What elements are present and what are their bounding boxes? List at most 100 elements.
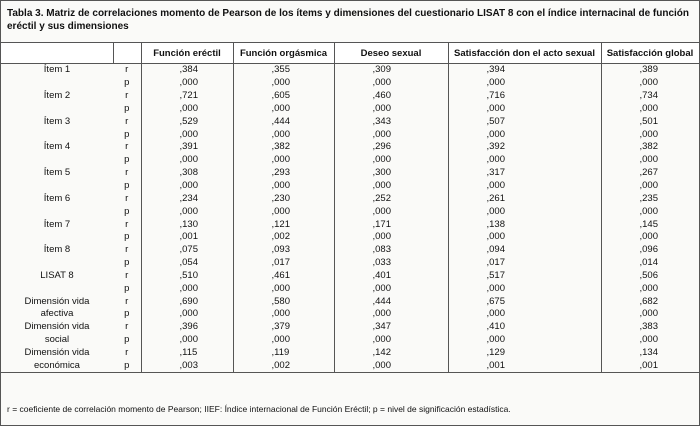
cell-value: ,000 — [232, 179, 334, 193]
cell-value: ,171 — [333, 218, 448, 231]
stat-label: r — [125, 218, 129, 230]
cell-value: ,517 — [447, 269, 601, 283]
table-row: Ítem 6 r ,234,230,252,261,235 — [1, 192, 699, 206]
row-label: Ítem 1 — [43, 64, 71, 76]
cell-value: ,000 — [333, 359, 448, 374]
table-row: Ítem 5 r ,308,293,300,317,267 — [1, 166, 699, 180]
row-label: Ítem 8 — [43, 244, 71, 256]
cell-value: ,734 — [600, 89, 699, 103]
cell-value: ,000 — [333, 282, 448, 296]
cell-value: ,000 — [140, 333, 233, 347]
stat-label: p — [124, 128, 130, 140]
cell-value: ,014 — [600, 256, 699, 270]
cell-value: ,033 — [333, 256, 448, 270]
cell-value: ,396 — [140, 320, 233, 334]
header-blank — [1, 42, 114, 64]
cell-value: ,001 — [600, 359, 699, 374]
cell-value: ,000 — [232, 205, 334, 219]
stat-label: r — [125, 141, 129, 153]
cell-value: ,510 — [140, 269, 233, 283]
stat-label: p — [113, 359, 141, 374]
row-label: afectiva — [40, 308, 74, 320]
cell-value: ,460 — [333, 89, 448, 103]
cell-value: ,721 — [140, 89, 233, 103]
cell-value: ,000 — [140, 308, 233, 321]
cell-value: ,000 — [333, 333, 448, 347]
row-label: Dimensión vida — [24, 295, 90, 307]
cell-value: ,000 — [600, 282, 699, 296]
cell-value: ,002 — [232, 230, 334, 244]
cell-value: ,000 — [333, 230, 448, 244]
table-row: Dimensión vida r ,690,580,444,675,682 — [1, 295, 699, 309]
stat-label: p — [124, 231, 130, 243]
table-row: p ,001,002,000,000,000 — [1, 230, 699, 244]
cell-value: ,000 — [333, 153, 448, 167]
cell-value: ,000 — [232, 102, 334, 116]
stat-label: r — [125, 269, 129, 281]
row-label-empty — [1, 257, 113, 270]
row-label: Ítem 6 — [43, 192, 71, 204]
cell-value: ,130 — [140, 218, 233, 231]
row-label: Dimensión vida — [24, 346, 90, 358]
cell-value: ,003 — [140, 359, 233, 374]
cell-value: ,444 — [232, 115, 334, 129]
stat-label: r — [125, 115, 129, 127]
cell-value: ,379 — [232, 320, 334, 334]
cell-value: ,000 — [232, 128, 334, 142]
row-label: Ítem 3 — [43, 115, 71, 127]
cell-value: ,096 — [600, 243, 699, 257]
stat-label: p — [124, 102, 130, 114]
cell-value: ,389 — [600, 63, 699, 77]
cell-value: ,000 — [447, 179, 601, 193]
cell-value: ,075 — [140, 243, 233, 257]
cell-value: ,001 — [447, 359, 601, 374]
stat-label: p — [124, 308, 130, 320]
row-label-empty — [1, 180, 113, 193]
table-row: Ítem 2 r ,721,605,460,716,734 — [1, 89, 699, 103]
cell-value: ,230 — [232, 192, 334, 206]
cell-value: ,054 — [140, 256, 233, 270]
table-row: LISAT 8 r ,510,461,401,517,506 — [1, 269, 699, 283]
stat-label: r — [125, 295, 129, 307]
cell-value: ,000 — [232, 308, 334, 321]
cell-value: ,300 — [333, 166, 448, 180]
cell-value: ,261 — [447, 192, 601, 206]
row-label: LISAT 8 — [40, 269, 74, 281]
cell-value: ,382 — [232, 141, 334, 154]
cell-value: ,690 — [140, 295, 233, 309]
stat-label: p — [124, 257, 130, 269]
cell-value: ,355 — [232, 63, 334, 77]
stat-label: r — [125, 346, 129, 358]
table-row: Dimensión vida r ,115,119,142,129,134 — [1, 346, 699, 360]
cell-value: ,000 — [333, 179, 448, 193]
table-row: Dimensión vida r ,396,379,347,410,383 — [1, 320, 699, 334]
cell-value: ,002 — [232, 359, 334, 374]
row-label: Ítem 2 — [43, 90, 71, 102]
cell-value: ,675 — [447, 295, 601, 309]
cell-value: ,119 — [232, 346, 334, 360]
row-label-empty — [1, 77, 113, 90]
table-row: p ,000,000,000,000,000 — [1, 205, 699, 219]
cell-value: ,000 — [447, 128, 601, 142]
row-label: Ítem 4 — [43, 141, 71, 153]
header-blank — [113, 42, 142, 64]
footnote: r = coeficiente de correlación momento d… — [7, 404, 511, 414]
table-row: Ítem 4 r ,391,382,296,392,382 — [1, 141, 699, 154]
cell-value: ,000 — [600, 76, 699, 90]
table-row: p ,000,000,000,000,000 — [1, 153, 699, 167]
cell-value: ,000 — [333, 102, 448, 116]
cell-value: ,017 — [447, 256, 601, 270]
cell-value: ,000 — [600, 308, 699, 321]
cell-value: ,000 — [140, 76, 233, 90]
cell-value: ,000 — [140, 179, 233, 193]
table-row: p ,054,017,033,017,014 — [1, 256, 699, 270]
cell-value: ,000 — [232, 153, 334, 167]
row-label: Dimensión vida — [24, 321, 90, 333]
cell-value: ,001 — [140, 230, 233, 244]
cell-value: ,580 — [232, 295, 334, 309]
cell-value: ,000 — [600, 128, 699, 142]
row-label-empty — [1, 282, 113, 295]
table-row: Ítem 8 r ,075,093,083,094,096 — [1, 243, 699, 257]
stat-label: p — [124, 282, 130, 294]
